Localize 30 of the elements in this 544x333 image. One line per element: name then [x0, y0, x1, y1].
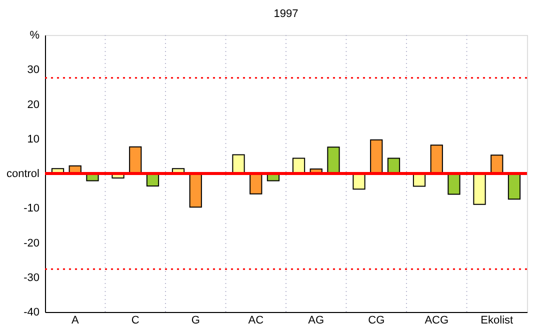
- bar: [370, 139, 383, 174]
- y-tick-label: -40: [24, 306, 40, 318]
- chart-title: 1997: [274, 8, 298, 20]
- bar: [430, 144, 443, 174]
- x-tick-label: ACG: [424, 314, 449, 326]
- bar: [352, 173, 366, 190]
- y-tick-label: -10: [24, 202, 40, 215]
- x-tick-label: G: [191, 314, 200, 326]
- x-tick-label: AC: [248, 314, 264, 326]
- bar: [448, 173, 460, 195]
- bar: [490, 154, 504, 174]
- bar: [129, 146, 142, 174]
- bar: [473, 173, 486, 205]
- bar: [232, 154, 245, 174]
- y-tick-label: -20: [24, 237, 40, 250]
- x-tick-label: AG: [308, 314, 324, 326]
- y-tick-label: %: [30, 30, 40, 42]
- x-tick-label: A: [71, 314, 80, 326]
- bar: [250, 173, 262, 194]
- y-tick-label: control: [6, 168, 40, 180]
- y-tick-label: 30: [27, 64, 40, 76]
- x-tick-label: Ekolist: [480, 314, 514, 326]
- y-tick-label: -30: [24, 272, 40, 284]
- bar: [508, 173, 521, 200]
- y-tick-label: 10: [27, 133, 40, 146]
- x-tick-label: C: [131, 314, 140, 326]
- bar: [189, 173, 202, 208]
- x-tick-label: CG: [368, 314, 385, 326]
- y-tick-label: 20: [27, 98, 40, 111]
- bar: [327, 146, 340, 174]
